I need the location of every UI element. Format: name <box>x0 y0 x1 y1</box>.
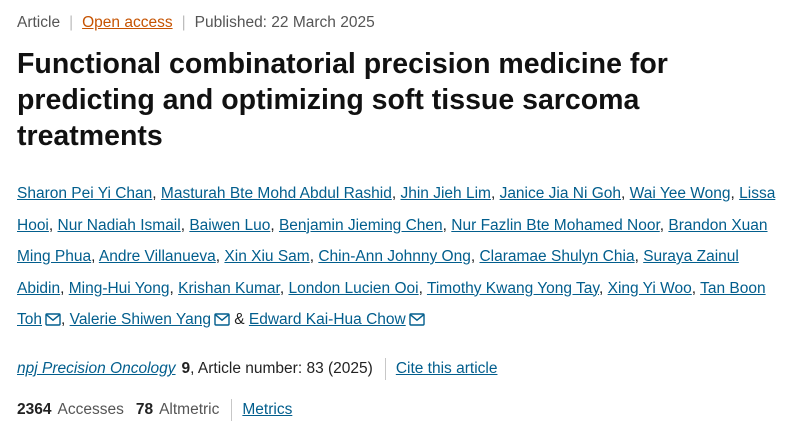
author-link[interactable]: Chin-Ann Johnny Ong <box>318 248 471 265</box>
author-link[interactable]: Nur Fazlin Bte Mohamed Noor <box>451 216 660 234</box>
author-separator: , <box>215 248 225 265</box>
article-type: Article <box>17 14 61 31</box>
journal-info: npj Precision Oncology 9 , Article numbe… <box>17 358 497 380</box>
author-link[interactable]: Baiwen Luo <box>189 216 271 234</box>
author-link[interactable]: London Lucien Ooi <box>288 279 419 297</box>
metrics-divider <box>231 399 233 421</box>
author-separator: , <box>91 248 99 265</box>
meta-divider: | <box>181 14 186 31</box>
author-link[interactable]: Claramae Shulyn Chia <box>479 248 635 265</box>
author-link[interactable]: Krishan Kumar <box>178 279 280 297</box>
author-link[interactable]: Benjamin Jieming Chen <box>278 216 443 234</box>
author-link[interactable]: Sharon Pei Yi Chan <box>17 185 153 202</box>
journal-volume: 9 <box>181 360 191 377</box>
altmetric-count: 78 <box>135 401 154 418</box>
mail-icon[interactable] <box>45 306 61 338</box>
author-separator: , <box>152 185 161 202</box>
author-link[interactable]: Lissa Hooi <box>17 185 776 234</box>
author-separator: , <box>61 311 70 328</box>
author-separator: , <box>442 216 452 234</box>
article-metrics: 2364 Accesses 78 Altmetric Metrics <box>17 399 292 421</box>
metrics-link[interactable]: Metrics <box>242 401 293 418</box>
author-separator: , <box>309 248 319 265</box>
author-list: Sharon Pei Yi Chan, Masturah Bte Mohd Ab… <box>17 178 782 338</box>
author-separator: , <box>279 279 289 297</box>
author-separator: , <box>730 185 740 202</box>
author-link[interactable]: Ming-Hui Yong <box>68 279 170 297</box>
author-separator: , <box>470 248 480 265</box>
accesses-label: Accesses <box>57 401 124 418</box>
author-link[interactable]: Xin Xiu Sam <box>224 248 310 265</box>
accesses-count: 2364 <box>17 401 52 418</box>
author-link[interactable]: Valerie Shiwen Yang <box>69 311 211 328</box>
article-title: Functional combinatorial precision medic… <box>17 48 668 152</box>
article-meta: Article | Open access | Published: 22 Ma… <box>17 14 375 32</box>
altmetric-label: Altmetric <box>159 401 220 418</box>
published-date: Published: 22 March 2025 <box>194 14 375 31</box>
meta-divider: | <box>69 14 74 31</box>
author-link[interactable]: Suraya Zainul Abidin <box>17 248 739 297</box>
author-link[interactable]: Edward Kai-Hua Chow <box>248 311 406 328</box>
author-separator: , <box>180 216 190 234</box>
journal-divider <box>384 358 386 380</box>
author-link[interactable]: Xing Yi Woo <box>607 279 692 297</box>
cite-article-link[interactable]: Cite this article <box>395 360 498 377</box>
author-separator: , <box>48 216 58 234</box>
author-link[interactable]: Wai Yee Wong <box>629 185 731 202</box>
author-link[interactable]: Tan Boon Toh <box>17 279 766 329</box>
author-separator: , <box>599 279 608 297</box>
author-separator: & <box>229 311 249 328</box>
author-separator: , <box>659 216 669 234</box>
author-link[interactable]: Janice Jia Ni Goh <box>499 185 622 202</box>
author-separator: , <box>634 248 644 265</box>
author-link[interactable]: Andre Villanueva <box>98 248 216 265</box>
author-separator: , <box>169 279 179 297</box>
mail-icon[interactable] <box>409 306 425 338</box>
author-separator: , <box>60 279 69 297</box>
author-separator: , <box>490 185 500 202</box>
author-link[interactable]: Nur Nadiah Ismail <box>57 216 181 234</box>
author-link[interactable]: Brandon Xuan Ming Phua <box>17 216 768 266</box>
journal-name-link[interactable]: npj Precision Oncology <box>17 360 176 377</box>
author-link[interactable]: Masturah Bte Mohd Abdul Rashid <box>160 185 392 202</box>
mail-icon[interactable] <box>214 306 230 338</box>
open-access-link[interactable]: Open access <box>82 14 173 31</box>
author-separator: , <box>621 185 630 202</box>
author-separator: , <box>691 279 701 297</box>
author-separator: , <box>418 279 427 297</box>
author-link[interactable]: Jhin Jieh Lim <box>400 185 491 202</box>
author-separator: , <box>270 216 279 234</box>
author-link[interactable]: Timothy Kwang Yong Tay <box>426 279 599 297</box>
author-separator: , <box>391 185 401 202</box>
article-number: , Article number: 83 (2025) <box>190 360 373 377</box>
